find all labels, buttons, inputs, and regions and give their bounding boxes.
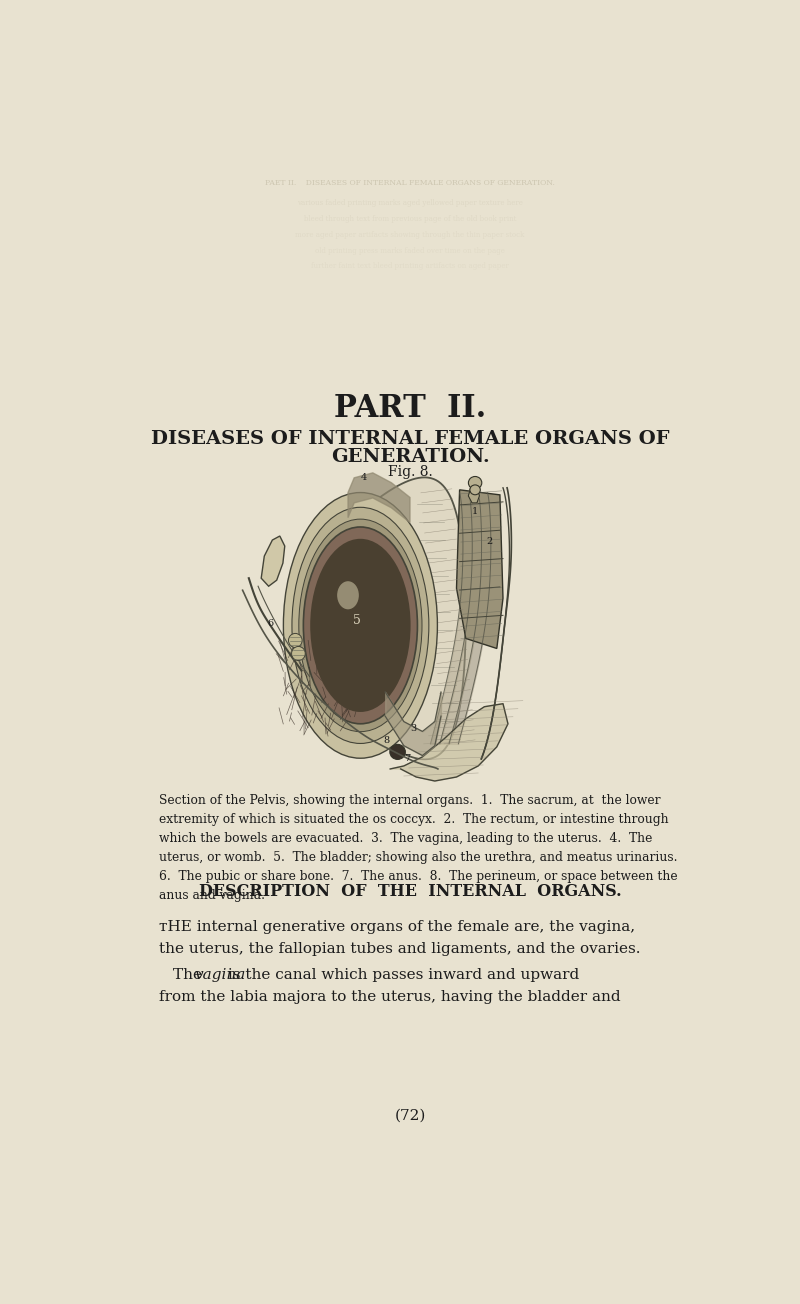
Ellipse shape <box>298 519 422 732</box>
Text: PART  II.: PART II. <box>334 394 486 424</box>
Text: DESCRIPTION  OF  THE  INTERNAL  ORGANS.: DESCRIPTION OF THE INTERNAL ORGANS. <box>198 883 622 901</box>
Text: bleed through text from previous page of the old book print: bleed through text from previous page of… <box>304 215 516 223</box>
Text: anus and vagina.: anus and vagina. <box>159 889 265 902</box>
Text: 7: 7 <box>404 755 410 763</box>
Ellipse shape <box>470 485 480 494</box>
Ellipse shape <box>390 745 406 759</box>
Text: 8: 8 <box>383 737 390 746</box>
Polygon shape <box>262 536 285 587</box>
Text: (72): (72) <box>394 1108 426 1123</box>
Polygon shape <box>390 704 508 781</box>
Text: is the canal which passes inward and upward: is the canal which passes inward and upw… <box>222 968 579 982</box>
Polygon shape <box>348 473 410 523</box>
Ellipse shape <box>292 507 429 743</box>
Text: various faded printing marks aged yellowed paper texture here: various faded printing marks aged yellow… <box>297 198 523 206</box>
Text: DISEASES OF INTERNAL FEMALE ORGANS OF: DISEASES OF INTERNAL FEMALE ORGANS OF <box>150 429 670 447</box>
Text: vagina: vagina <box>194 968 246 982</box>
Ellipse shape <box>291 647 306 661</box>
Ellipse shape <box>303 527 418 724</box>
Ellipse shape <box>469 476 482 489</box>
Ellipse shape <box>289 634 302 648</box>
Polygon shape <box>285 591 296 621</box>
Ellipse shape <box>310 539 410 712</box>
Polygon shape <box>468 486 479 503</box>
Text: Fig. 8.: Fig. 8. <box>388 464 432 479</box>
Polygon shape <box>457 490 503 648</box>
Text: 4: 4 <box>360 473 366 482</box>
Text: 6: 6 <box>267 619 274 629</box>
Text: GENERATION.: GENERATION. <box>330 447 490 466</box>
Text: 3: 3 <box>410 724 416 733</box>
Text: old printing press marks faded over time on the page: old printing press marks faded over time… <box>315 246 505 254</box>
Text: PAET II.    DISEASES OF INTERNAL FEMALE ORGANS OF GENERATION.: PAET II. DISEASES OF INTERNAL FEMALE ORG… <box>265 179 555 186</box>
Text: the uterus, the fallopian tubes and ligaments, and the ovaries.: the uterus, the fallopian tubes and liga… <box>159 941 640 956</box>
Text: 2: 2 <box>486 536 493 545</box>
Text: extremity of which is situated the os coccyx.  2.  The rectum, or intestine thro: extremity of which is situated the os co… <box>159 814 669 827</box>
Polygon shape <box>292 477 466 759</box>
Text: ᴛHE internal generative organs of the female are, the vagina,: ᴛHE internal generative organs of the fe… <box>159 919 635 934</box>
Ellipse shape <box>283 493 438 758</box>
Text: more aged paper artifacts showing through the thin paper stock: more aged paper artifacts showing throug… <box>295 231 525 239</box>
Text: further faint text bleed printing artifacts on aged paper: further faint text bleed printing artifa… <box>311 262 509 270</box>
Text: 6.  The pubic or share bone.  7.  The anus.  8.  The perineum, or space between : 6. The pubic or share bone. 7. The anus.… <box>159 870 678 883</box>
Ellipse shape <box>337 582 359 609</box>
Text: The: The <box>173 968 207 982</box>
Text: 5: 5 <box>354 614 362 627</box>
Text: uterus, or womb.  5.  The bladder; showing also the urethra, and meatus urinariu: uterus, or womb. 5. The bladder; showing… <box>159 852 678 865</box>
Text: 1: 1 <box>472 507 478 516</box>
Text: from the labia majora to the uterus, having the bladder and: from the labia majora to the uterus, hav… <box>159 990 621 1004</box>
Text: Section of the Pelvis, showing the internal organs.  1.  The sacrum, at  the low: Section of the Pelvis, showing the inter… <box>159 794 661 807</box>
Text: which the bowels are evacuated.  3.  The vagina, leading to the uterus.  4.  The: which the bowels are evacuated. 3. The v… <box>159 832 652 845</box>
